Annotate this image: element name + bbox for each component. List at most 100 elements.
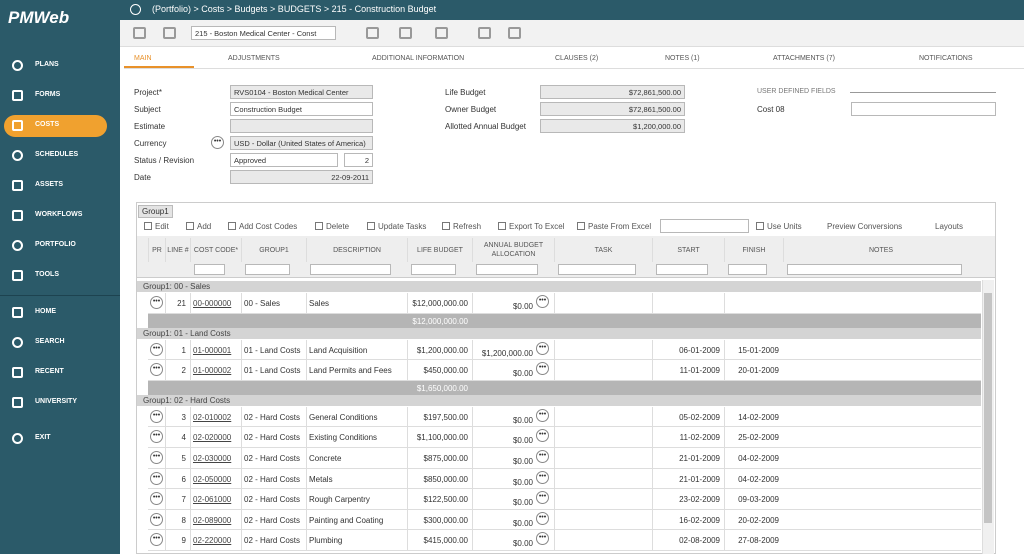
nav-item[interactable]: RECENT xyxy=(35,368,64,375)
tab[interactable]: MAIN xyxy=(134,55,152,62)
field-input[interactable]: Approved xyxy=(230,153,338,167)
toolbar-icon[interactable] xyxy=(399,27,412,39)
cell-menu[interactable]: ••• xyxy=(536,429,549,443)
filter-input[interactable] xyxy=(656,264,708,275)
toolbar-icon[interactable] xyxy=(478,27,491,39)
tab[interactable]: ADDITIONAL INFORMATION xyxy=(372,55,465,62)
grid-cell[interactable]: 02-089000 xyxy=(193,515,232,525)
column-header[interactable]: LINE # xyxy=(165,238,190,262)
grid-cell[interactable]: 02-030000 xyxy=(193,454,232,463)
field-input[interactable] xyxy=(851,102,996,116)
row-menu[interactable]: ••• xyxy=(150,533,163,547)
toolbar-icon[interactable] xyxy=(435,27,448,39)
filter-input[interactable] xyxy=(476,264,538,275)
nav-item[interactable]: FORMS xyxy=(35,91,61,98)
row-menu[interactable]: ••• xyxy=(150,363,163,377)
column-header[interactable]: TASK xyxy=(554,238,652,262)
nav-item[interactable]: SEARCH xyxy=(35,338,65,345)
group-header[interactable]: Group1: 00 - Sales xyxy=(137,281,981,292)
grid-button[interactable]: Export To Excel xyxy=(509,222,565,231)
row-menu[interactable]: ••• xyxy=(150,296,163,309)
grid-button[interactable]: Preview Conversions xyxy=(827,222,903,231)
grid-button[interactable]: Add Cost Codes xyxy=(239,222,298,231)
filter-input[interactable] xyxy=(194,264,225,275)
filter-input[interactable] xyxy=(558,264,636,275)
grid-cell[interactable]: 02-220000 xyxy=(193,536,232,546)
column-header[interactable]: LIFE BUDGET xyxy=(407,238,472,262)
cell-menu[interactable]: ••• xyxy=(536,511,549,525)
cell-menu[interactable]: ••• xyxy=(536,470,549,484)
grid-button[interactable]: Edit xyxy=(155,222,169,231)
cell-menu[interactable]: ••• xyxy=(536,341,549,355)
row-menu[interactable]: ••• xyxy=(150,492,163,506)
column-header[interactable]: GROUP1 xyxy=(241,238,306,262)
filter-input[interactable] xyxy=(728,264,767,275)
column-header[interactable]: FINISH xyxy=(724,238,783,262)
grid-button[interactable]: Layouts xyxy=(935,222,964,231)
grid-button[interactable]: Delete xyxy=(326,222,350,231)
toolbar-icon[interactable] xyxy=(366,27,379,39)
grid-button[interactable]: Update Tasks xyxy=(378,222,427,231)
tab[interactable]: ATTACHMENTS (7) xyxy=(773,55,835,62)
grid-cell[interactable]: 02-061000 xyxy=(193,495,232,505)
cell-menu[interactable]: ••• xyxy=(536,362,549,376)
filter-input[interactable] xyxy=(310,264,391,275)
cell-menu[interactable]: ••• xyxy=(536,491,549,505)
column-header[interactable]: COST CODE* xyxy=(190,238,241,262)
tab[interactable]: NOTIFICATIONS xyxy=(919,55,973,62)
cell-menu[interactable]: ••• xyxy=(536,408,549,422)
checkbox[interactable] xyxy=(756,222,764,230)
grid-cell[interactable]: 02-010002 xyxy=(193,412,232,422)
column-header[interactable]: ANNUAL BUDGET ALLOCATION xyxy=(472,238,554,262)
toolbar-icon[interactable] xyxy=(508,27,521,39)
grid-cell[interactable]: 00-000000 xyxy=(193,299,232,308)
row-menu[interactable]: ••• xyxy=(150,471,163,485)
row-menu[interactable]: ••• xyxy=(150,512,163,526)
filter-input[interactable] xyxy=(787,264,962,275)
toolbar-icon[interactable] xyxy=(133,27,146,39)
grid-button[interactable]: Refresh xyxy=(453,222,482,231)
column-header[interactable]: START xyxy=(652,238,724,262)
nav-item[interactable]: TOOLS xyxy=(35,271,59,278)
column-header[interactable]: NOTES xyxy=(783,238,978,262)
nav-item[interactable]: ASSETS xyxy=(35,181,64,188)
grid-button[interactable]: Use Units xyxy=(767,222,802,231)
filter-input[interactable] xyxy=(245,264,290,275)
row-menu[interactable]: ••• xyxy=(150,409,163,423)
layout-select[interactable] xyxy=(660,219,749,233)
tab[interactable]: ADJUSTMENTS xyxy=(228,55,280,62)
nav-item[interactable]: SCHEDULES xyxy=(35,151,79,158)
nav-item[interactable]: WORKFLOWS xyxy=(35,211,83,218)
group-chip[interactable]: Group1 xyxy=(138,205,173,218)
tab[interactable]: CLAUSES (2) xyxy=(555,55,599,62)
nav-item[interactable]: UNIVERSITY xyxy=(35,398,78,405)
grid-cell[interactable]: 02-020000 xyxy=(193,433,232,443)
column-header[interactable]: DESCRIPTION xyxy=(306,238,407,262)
nav-item[interactable]: PLANS xyxy=(35,61,59,68)
filter-input[interactable] xyxy=(411,264,456,275)
toolbar-icon[interactable] xyxy=(163,27,176,39)
lookup[interactable]: ••• xyxy=(211,136,224,149)
row-menu[interactable]: ••• xyxy=(150,342,163,356)
group-header[interactable]: Group1: 02 - Hard Costs xyxy=(137,394,981,406)
nav-item[interactable]: COSTS xyxy=(35,121,60,128)
grid-button[interactable]: Paste From Excel xyxy=(588,222,652,231)
nav-item[interactable]: EXIT xyxy=(35,434,51,441)
field-input[interactable]: Construction Budget xyxy=(230,102,373,116)
cell-menu[interactable]: ••• xyxy=(536,450,549,463)
row-menu[interactable]: ••• xyxy=(150,430,163,444)
cell-menu[interactable]: ••• xyxy=(536,295,549,308)
group-header[interactable]: Group1: 01 - Land Costs xyxy=(137,327,981,339)
tab[interactable]: NOTES (1) xyxy=(665,55,700,62)
cell-menu[interactable]: ••• xyxy=(536,532,549,546)
grid-button[interactable]: Add xyxy=(197,222,212,231)
grid-cell[interactable]: 01-000002 xyxy=(193,366,232,376)
grid-cell[interactable]: 02-050000 xyxy=(193,474,232,484)
record-select[interactable]: 215 - Boston Medical Center - Const xyxy=(191,26,336,40)
column-header[interactable]: PR xyxy=(148,238,165,262)
nav-item[interactable]: PORTFOLIO xyxy=(35,241,76,248)
nav-item[interactable]: HOME xyxy=(35,308,56,315)
field-input[interactable]: 2 xyxy=(344,153,373,167)
grid-cell[interactable]: 01-000001 xyxy=(193,345,232,355)
row-menu[interactable]: ••• xyxy=(150,451,163,464)
